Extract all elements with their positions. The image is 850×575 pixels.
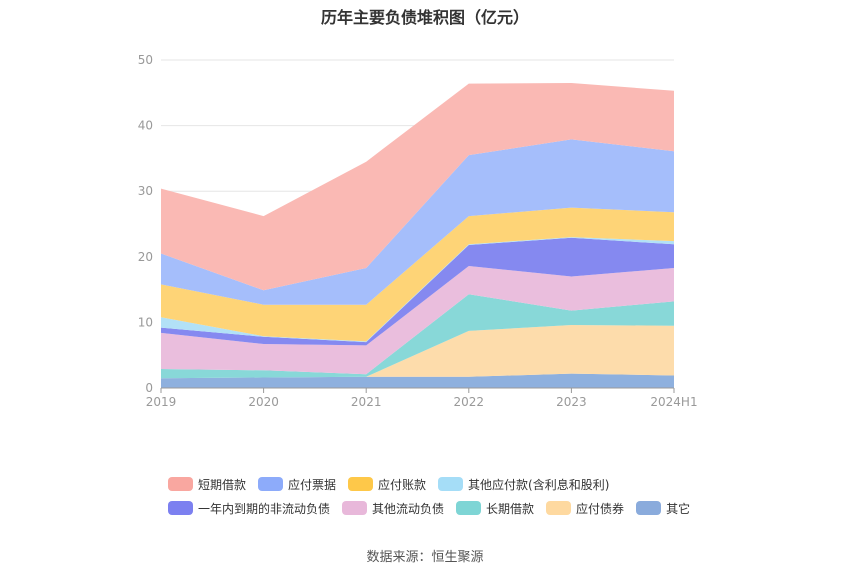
legend-label: 应付账款	[378, 477, 427, 492]
legend-item[interactable]: 短期借款	[168, 476, 246, 493]
legend-label: 应付债券	[576, 501, 625, 516]
legend-item[interactable]: 其他流动负债	[342, 500, 444, 517]
area-series-4	[161, 237, 674, 346]
area-series-8	[161, 83, 674, 291]
legend-swatch	[342, 501, 368, 515]
area-series-3	[161, 266, 674, 375]
y-tick-label: 50	[138, 53, 153, 67]
y-tick-label: 30	[138, 184, 153, 198]
x-tick-label: 2022	[454, 395, 485, 409]
legend-label: 长期借款	[486, 501, 535, 516]
y-tick-label: 20	[138, 250, 153, 264]
x-tick-label: 2020	[248, 395, 279, 409]
area-series-1	[161, 325, 674, 379]
legend-swatch	[168, 477, 193, 491]
legend-row: 短期借款 应付票据 应付账款 其他应付款(含利息和股利)	[168, 472, 728, 496]
legend: 短期借款 应付票据 应付账款 其他应付款(含利息和股利) 一年内到期的非流动负债 其他流动…	[168, 472, 728, 520]
y-tick-label: 40	[138, 119, 153, 133]
y-tick-label: 0	[145, 381, 153, 395]
legend-label: 其它	[666, 501, 691, 516]
area-series-2	[161, 294, 674, 379]
legend-row: 一年内到期的非流动负债 其他流动负债 长期借款 应付债券 其它	[168, 496, 728, 520]
legend-label: 其他流动负债	[372, 501, 445, 516]
legend-swatch	[258, 477, 284, 491]
legend-label: 应付票据	[288, 477, 337, 492]
legend-item[interactable]: 应付债券	[546, 500, 624, 517]
x-tick-label: 2021	[351, 395, 382, 409]
legend-item[interactable]: 应付账款	[348, 476, 426, 493]
legend-label: 其他应付款(含利息和股利)	[468, 477, 610, 492]
data-source: 数据来源：恒生聚源	[366, 550, 484, 565]
legend-swatch	[348, 477, 374, 491]
legend-swatch	[636, 501, 662, 515]
legend-item[interactable]: 长期借款	[456, 500, 534, 517]
legend-label: 一年内到期的非流动负债	[198, 501, 331, 516]
y-tick-label: 10	[138, 315, 153, 329]
x-tick-label: 2023	[556, 395, 587, 409]
legend-swatch	[456, 501, 482, 515]
legend-swatch	[438, 477, 464, 491]
legend-item[interactable]: 一年内到期的非流动负债	[168, 500, 330, 517]
x-tick-label: 2024H1	[650, 395, 697, 409]
area-series-7	[161, 139, 674, 305]
legend-swatch	[546, 501, 572, 515]
area-series-6	[161, 207, 674, 342]
chart-title: 历年主要负债堆积图（亿元）	[320, 8, 529, 27]
legend-item[interactable]: 其他应付款(含利息和股利)	[438, 476, 609, 493]
legend-label: 短期借款	[198, 477, 247, 492]
area-series-0	[161, 373, 674, 388]
legend-item[interactable]: 其它	[636, 500, 690, 517]
area-series-5	[161, 237, 674, 343]
legend-item[interactable]: 应付票据	[258, 476, 336, 493]
x-tick-label: 2019	[146, 395, 177, 409]
legend-swatch	[168, 501, 193, 515]
